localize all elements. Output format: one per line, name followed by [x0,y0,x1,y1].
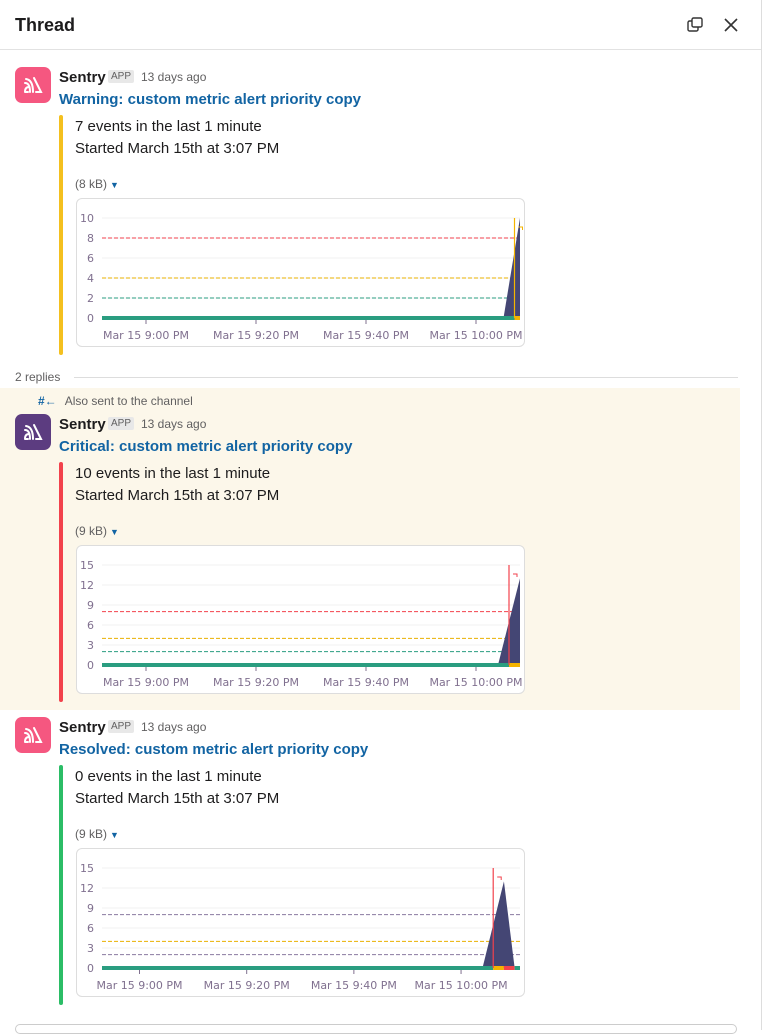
started-text: Started March 15th at 3:07 PM [75,790,280,807]
y-tick-label: 15 [80,559,94,572]
y-tick-label: 0 [87,659,94,672]
y-tick-label: 3 [87,942,94,955]
alert-title-link[interactable]: Warning: custom metric alert priority co… [59,91,361,108]
app-badge: APP [108,70,135,83]
also-sent-label: Also sent to the channel [64,394,193,408]
x-tick-label: Mar 15 9:00 PM [96,979,182,992]
sentry-avatar[interactable] [15,67,51,103]
status-band-segment [509,663,520,667]
x-tick-label: Mar 15 9:20 PM [213,676,299,689]
metric-chart[interactable]: 0 3 6 9 12 15 Mar 15 9:00 PM Mar 15 9:20 PM Mar … [76,545,525,694]
sentry-logo-icon [24,727,43,743]
incident-flag-icon [513,573,518,577]
y-tick-label: 9 [87,902,94,915]
events-text: 7 events in the last 1 minute [75,118,262,135]
y-tick-label: 8 [87,232,94,245]
incident-flag-icon [497,876,502,880]
y-tick-label: 6 [87,252,94,265]
also-sent-to-channel: #← Also sent to the channel [38,394,193,408]
sender-name[interactable]: Sentry [59,69,106,86]
y-tick-label: 10 [80,212,94,225]
x-tick-label: Mar 15 9:00 PM [103,676,189,689]
timestamp[interactable]: 13 days ago [141,70,207,84]
image-size-label: (8 kB) [75,177,108,191]
caret-down-icon[interactable]: ▼ [110,830,119,840]
y-tick-label: 2 [87,292,94,305]
started-text: Started March 15th at 3:07 PM [75,487,280,504]
reply-composer[interactable] [15,1024,737,1034]
image-size[interactable]: (9 kB) ▼ [75,524,119,538]
open-in-window-icon[interactable] [686,16,704,34]
attachment-color-bar [59,765,63,1005]
y-tick-label: 6 [87,922,94,935]
replies-count: 2 replies [15,370,61,384]
y-tick-label: 9 [87,599,94,612]
sentry-logo-icon [24,424,43,440]
attachment-color-bar [59,462,63,702]
x-tick-label: Mar 15 9:40 PM [311,979,397,992]
status-band-segment [514,966,520,970]
status-band-segment [514,316,520,320]
app-badge: APP [108,417,135,430]
y-tick-label: 15 [80,862,94,875]
image-size-label: (9 kB) [75,827,108,841]
y-tick-label: 3 [87,639,94,652]
replies-divider [74,377,738,378]
x-tick-label: Mar 15 9:40 PM [323,676,409,689]
chart-svg: 0 2 4 6 8 10 Mar 15 9:00 PM Mar 15 9:20 PM Mar 1… [80,212,523,342]
y-tick-label: 12 [80,882,94,895]
chart-svg: 0 3 6 9 12 15 Mar 15 9:00 PM Mar 15 9:20 PM Mar … [80,559,523,689]
y-tick-label: 6 [87,619,94,632]
sentry-avatar[interactable] [15,414,51,450]
timestamp[interactable]: 13 days ago [141,720,207,734]
attachment-color-bar [59,115,63,355]
image-size[interactable]: (8 kB) ▼ [75,177,119,191]
y-tick-label: 12 [80,579,94,592]
caret-down-icon[interactable]: ▼ [110,527,119,537]
sentry-logo-icon [24,77,43,93]
incident-flag-icon [518,226,523,230]
sentry-avatar[interactable] [15,717,51,753]
chart-svg: 0 3 6 9 12 15 Mar 15 9:00 PM Mar 15 9:20 PM Mar … [80,862,520,992]
x-tick-label: Mar 15 9:40 PM [323,329,409,342]
close-icon[interactable] [722,16,740,34]
y-tick-label: 4 [87,272,94,285]
status-band-segment [102,966,494,970]
thread-title: Thread [15,15,76,35]
events-text: 10 events in the last 1 minute [75,465,271,482]
image-size-label: (9 kB) [75,524,108,538]
status-band-segment [102,316,515,320]
status-band-segment [503,966,515,970]
x-tick-label: Mar 15 10:00 PM [429,329,522,342]
events-text: 0 events in the last 1 minute [75,768,262,785]
metric-chart[interactable]: 0 3 6 9 12 15 Mar 15 9:00 PM Mar 15 9:20 PM Mar … [76,848,525,997]
thread-header: Thread [0,0,762,50]
image-size[interactable]: (9 kB) ▼ [75,827,119,841]
channel-arrow-icon: #← [38,394,57,408]
x-tick-label: Mar 15 10:00 PM [415,979,508,992]
y-tick-label: 0 [87,962,94,975]
x-tick-label: Mar 15 9:20 PM [204,979,290,992]
x-tick-label: Mar 15 9:00 PM [103,329,189,342]
series-area [498,578,520,665]
timestamp[interactable]: 13 days ago [141,417,207,431]
app-badge: APP [108,720,135,733]
y-tick-label: 0 [87,312,94,325]
caret-down-icon[interactable]: ▼ [110,180,119,190]
alert-title-link[interactable]: Critical: custom metric alert priority c… [59,438,353,455]
series-area [503,218,520,318]
started-text: Started March 15th at 3:07 PM [75,140,280,157]
sender-name[interactable]: Sentry [59,719,106,736]
metric-chart[interactable]: 0 2 4 6 8 10 Mar 15 9:00 PM Mar 15 9:20 PM Mar 1… [76,198,525,347]
series-area [482,881,515,968]
alert-title-link[interactable]: Resolved: custom metric alert priority c… [59,741,369,758]
status-band-segment [493,966,504,970]
x-tick-label: Mar 15 10:00 PM [429,676,522,689]
sender-name[interactable]: Sentry [59,416,106,433]
x-tick-label: Mar 15 9:20 PM [213,329,299,342]
status-band-segment [102,663,509,667]
